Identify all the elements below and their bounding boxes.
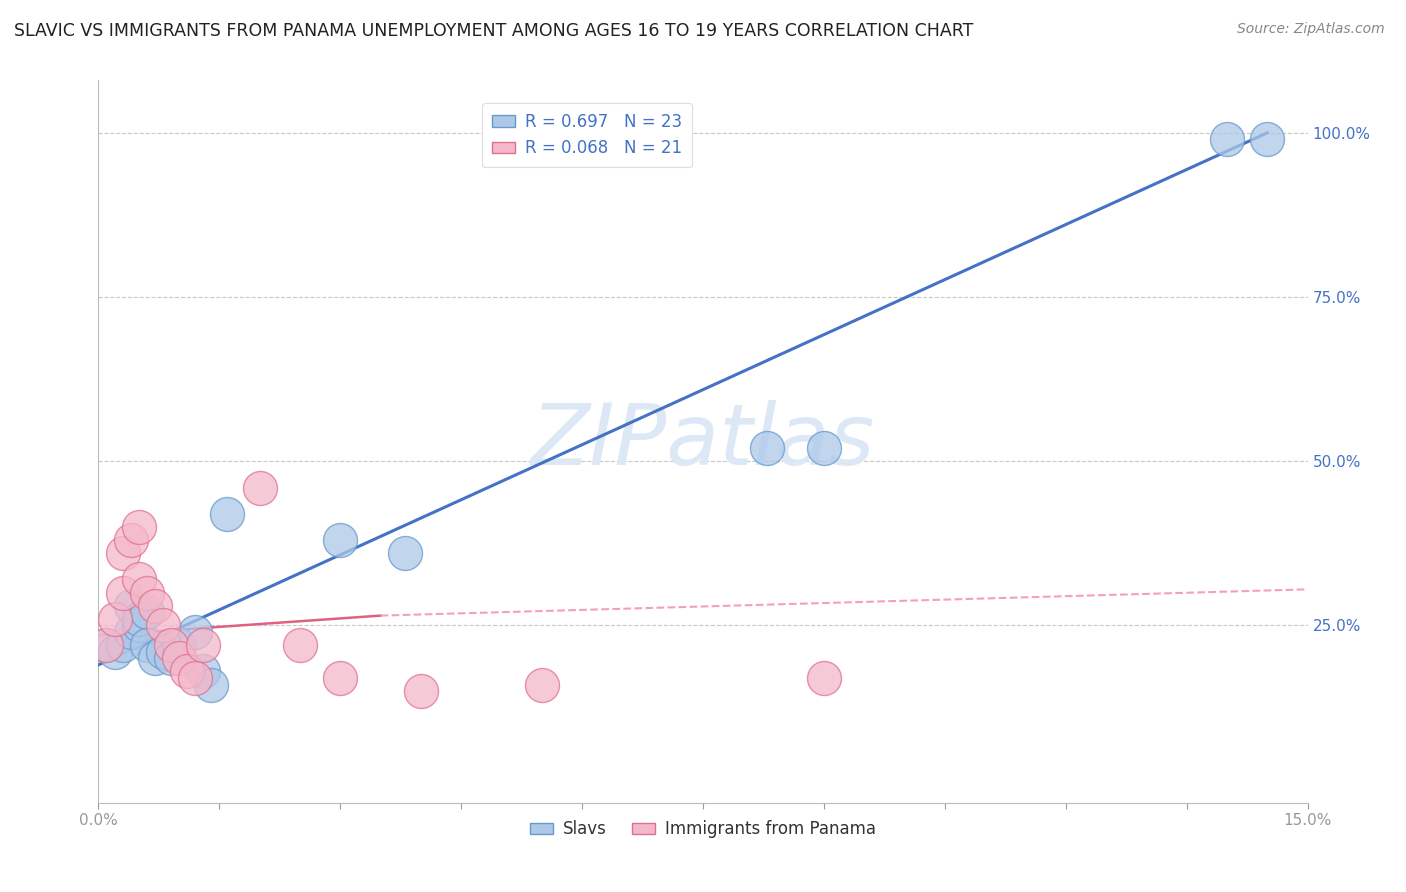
Text: SLAVIC VS IMMIGRANTS FROM PANAMA UNEMPLOYMENT AMONG AGES 16 TO 19 YEARS CORRELAT: SLAVIC VS IMMIGRANTS FROM PANAMA UNEMPLO… xyxy=(14,22,973,40)
Point xyxy=(167,651,190,665)
Point xyxy=(111,585,134,599)
Point xyxy=(96,638,118,652)
Point xyxy=(200,677,222,691)
Point xyxy=(160,638,183,652)
Point xyxy=(96,638,118,652)
Point xyxy=(394,546,416,560)
Point xyxy=(143,651,166,665)
Point xyxy=(160,651,183,665)
Point xyxy=(193,638,215,652)
Point xyxy=(128,573,150,587)
Point xyxy=(329,533,352,547)
Point xyxy=(120,625,142,640)
Point xyxy=(193,665,215,679)
Point xyxy=(530,677,553,691)
Point xyxy=(756,441,779,455)
Point xyxy=(249,481,271,495)
Y-axis label: Unemployment Among Ages 16 to 19 years: Unemployment Among Ages 16 to 19 years xyxy=(0,274,7,609)
Point xyxy=(217,507,239,521)
Point xyxy=(1216,132,1239,146)
Point xyxy=(128,612,150,626)
Point xyxy=(143,599,166,613)
Point xyxy=(184,625,207,640)
Point xyxy=(120,599,142,613)
Point xyxy=(103,645,125,659)
Point xyxy=(329,671,352,685)
Point xyxy=(1256,132,1278,146)
Point xyxy=(813,671,835,685)
Point xyxy=(152,618,174,632)
Point xyxy=(135,605,157,619)
Point xyxy=(288,638,311,652)
Text: ZIPatlas: ZIPatlas xyxy=(531,400,875,483)
Point xyxy=(813,441,835,455)
Point xyxy=(152,645,174,659)
Point xyxy=(167,638,190,652)
Text: Source: ZipAtlas.com: Source: ZipAtlas.com xyxy=(1237,22,1385,37)
Point xyxy=(111,546,134,560)
Point xyxy=(176,665,198,679)
Legend: Slavs, Immigrants from Panama: Slavs, Immigrants from Panama xyxy=(523,814,883,845)
Point xyxy=(111,638,134,652)
Point xyxy=(128,618,150,632)
Point xyxy=(184,671,207,685)
Point xyxy=(128,520,150,534)
Point xyxy=(120,533,142,547)
Point xyxy=(135,638,157,652)
Point xyxy=(103,612,125,626)
Point xyxy=(135,585,157,599)
Point xyxy=(409,684,432,698)
